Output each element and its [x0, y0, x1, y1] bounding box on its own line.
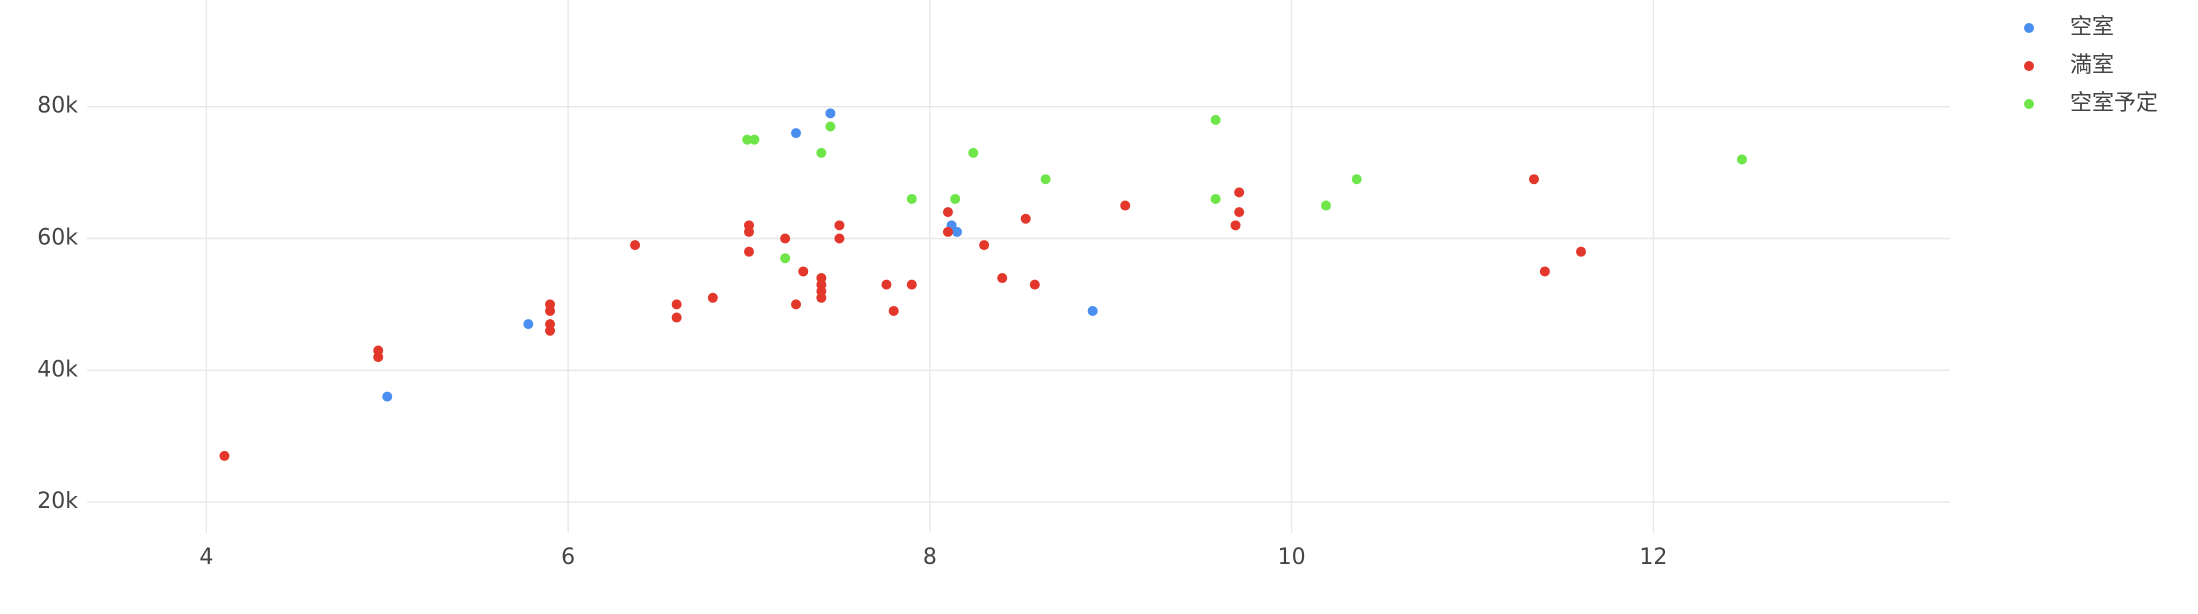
- point: [950, 193, 961, 204]
- x-tick-label: 12: [1639, 545, 1667, 570]
- point: [671, 312, 682, 323]
- point: [888, 305, 899, 316]
- point: [1210, 114, 1221, 125]
- x-tick-label: 10: [1278, 545, 1306, 570]
- point: [1736, 154, 1747, 165]
- legend-marker: [2024, 99, 2034, 109]
- legend-marker: [2024, 61, 2034, 71]
- point: [834, 233, 845, 244]
- point: [968, 147, 979, 158]
- legend-label: 空室: [2070, 15, 2114, 40]
- point: [791, 128, 802, 139]
- point: [906, 193, 917, 204]
- x-tick-label: 8: [923, 545, 937, 570]
- point: [545, 305, 556, 316]
- point: [1040, 174, 1051, 185]
- point: [825, 121, 836, 132]
- point: [1234, 207, 1245, 218]
- point: [952, 226, 963, 237]
- legend-marker: [2024, 23, 2034, 33]
- point: [1351, 174, 1362, 185]
- point: [382, 391, 393, 402]
- point: [1120, 200, 1131, 211]
- point: [707, 292, 718, 303]
- point: [906, 279, 917, 290]
- series: [382, 108, 1098, 402]
- series: [219, 174, 1587, 461]
- point: [219, 450, 230, 461]
- legend-label: 満室: [2070, 53, 2114, 78]
- point: [1230, 220, 1241, 231]
- legend-label: 空室予定: [2070, 91, 2158, 116]
- point: [834, 220, 845, 231]
- y-tick-label: 60k: [37, 225, 78, 250]
- point: [373, 352, 384, 363]
- point: [816, 292, 827, 303]
- point: [942, 207, 953, 218]
- point: [1234, 187, 1245, 198]
- point: [780, 233, 791, 244]
- point: [743, 226, 754, 237]
- point: [816, 147, 827, 158]
- point: [630, 240, 641, 251]
- y-tick-label: 80k: [37, 94, 78, 119]
- point: [671, 299, 682, 310]
- point: [1576, 246, 1587, 257]
- point: [749, 134, 760, 145]
- point: [523, 319, 534, 330]
- point: [791, 299, 802, 310]
- point: [1087, 305, 1098, 316]
- grid: [87, 0, 1950, 533]
- point: [1539, 266, 1550, 277]
- point: [942, 226, 953, 237]
- point: [1528, 174, 1539, 185]
- point: [742, 134, 753, 145]
- point: [997, 273, 1008, 284]
- series: [742, 114, 1747, 264]
- x-tick-label: 4: [199, 545, 213, 570]
- point: [979, 240, 990, 251]
- point: [743, 246, 754, 257]
- point: [1029, 279, 1040, 290]
- y-tick-label: 40k: [37, 357, 78, 382]
- point: [798, 266, 809, 277]
- point: [545, 325, 556, 336]
- point: [780, 253, 791, 264]
- point: [1020, 213, 1031, 224]
- point: [1320, 200, 1331, 211]
- x-tick-label: 6: [561, 545, 575, 570]
- point: [1210, 193, 1221, 204]
- y-tick-label: 20k: [37, 489, 78, 514]
- point: [881, 279, 892, 290]
- point: [825, 108, 836, 119]
